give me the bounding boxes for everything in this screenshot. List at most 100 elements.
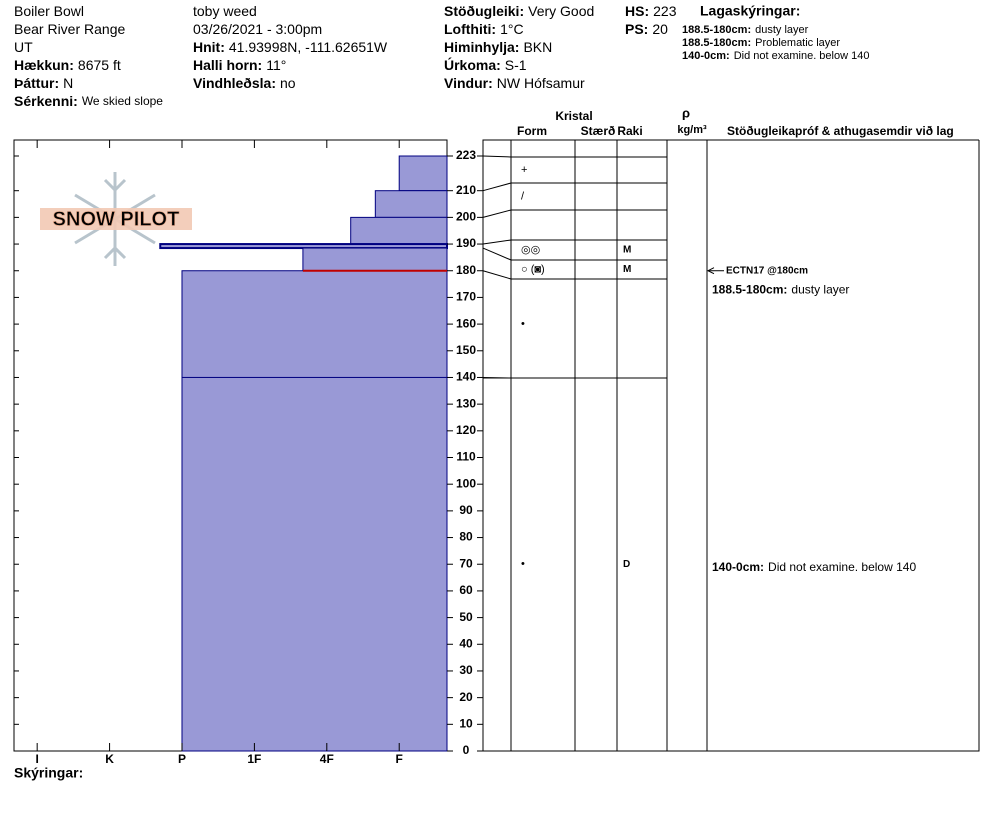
x-tick-label: K (105, 752, 114, 766)
legend-text: dusty layer (755, 24, 809, 36)
legend-entry: 140-0cm: Did not examine. below 140 (682, 50, 869, 62)
form-header: Form (517, 124, 547, 138)
hardness-layer (398, 155, 448, 192)
footer-label: Skýringar: (14, 765, 83, 781)
legend-entry: 188.5-180cm: dusty layer (682, 24, 809, 36)
legend-label: 188.5-180cm: (682, 24, 751, 36)
y-tick-label: 90 (459, 503, 473, 517)
header-field: Úrkoma: S-1 (444, 56, 527, 73)
hardness-layer (159, 243, 448, 250)
y-tick-label: 70 (459, 556, 473, 570)
x-tick-label: 4F (320, 752, 334, 766)
logo-band (40, 208, 192, 230)
header-label: Himinhylja: (444, 39, 519, 55)
y-tick-label: 210 (456, 183, 476, 197)
header-value: no (280, 75, 296, 91)
connector (482, 155, 512, 158)
legend-label: 188.5-180cm: (682, 37, 751, 49)
y-tick-label: 100 (456, 476, 476, 490)
header-field: Hnit: 41.93998N, -111.62651W (193, 39, 388, 55)
hardness-layer (181, 376, 448, 752)
comment-label: 188.5-180cm: (712, 283, 787, 297)
header-value: 1°C (500, 21, 524, 37)
header-field: Þáttur: N (14, 75, 73, 91)
y-tick-label: 190 (456, 236, 476, 250)
crystal-form: + (521, 164, 527, 176)
y-tick-label: 10 (459, 716, 473, 730)
moisture: M (623, 245, 631, 256)
crystal-form: ◎◎ (521, 244, 540, 256)
header-value: S-1 (505, 57, 527, 73)
header-field: Hækkun: 8675 ft (14, 57, 121, 73)
y-tick-label: 50 (459, 610, 473, 624)
header-label: Halli horn: (193, 57, 262, 73)
header-field: UT (14, 39, 33, 55)
test-label: ECTN17 @180cm (726, 265, 808, 276)
y-tick-label: 60 (459, 583, 473, 597)
legend-text: Did not examine. below 140 (734, 50, 870, 62)
header-value: 11° (266, 57, 286, 73)
y-tick-label: 120 (456, 423, 476, 437)
legend-entry: 188.5-180cm: Problematic layer (682, 37, 840, 49)
header-value: 20 (652, 21, 668, 37)
moisture: D (623, 559, 630, 570)
moisture-header: Raki (617, 124, 642, 138)
y-tick-label: 30 (459, 663, 473, 677)
crystal-form: • (521, 558, 525, 570)
header-field: Himinhylja: BKN (444, 39, 552, 55)
header-label: Vindur: (444, 75, 493, 91)
comment-text: Did not examine. below 140 (768, 560, 916, 574)
connector (482, 209, 512, 218)
header-value: 8675 ft (78, 57, 121, 73)
header-label: Stöðugleiki: (444, 3, 524, 19)
header-value: Very Good (528, 3, 594, 19)
moisture: M (623, 264, 631, 275)
x-tick-label: P (178, 752, 186, 766)
crystal-form: • (521, 318, 525, 330)
size-header: Stærð (581, 124, 616, 138)
y-tick-label: 160 (456, 316, 476, 330)
y-tick-label: 180 (456, 263, 476, 277)
header-value: NW Hófsamur (497, 75, 585, 91)
header-field: 03/26/2021 - 3:00pm (193, 21, 322, 37)
test-arrowhead (706, 267, 715, 275)
hardness-layer (350, 216, 448, 245)
header-field: Sérkenni: We skied slope (14, 93, 163, 109)
y-tick-label: 170 (456, 290, 476, 304)
header-value: 223 (653, 3, 677, 19)
header-label: Sérkenni: (14, 93, 78, 109)
x-tick-label: F (396, 752, 403, 766)
x-tick-label: 1F (247, 752, 261, 766)
header-field: Boiler Bowl (14, 3, 84, 19)
header-field: Stöðugleiki: Very Good (444, 3, 594, 19)
comments-header: Stöðugleikapróf & athugasemdir við lag (727, 124, 954, 138)
header-value: N (63, 75, 73, 91)
y-tick-label: 0 (463, 743, 470, 757)
header-text: 03/26/2021 - 3:00pm (193, 21, 322, 37)
y-tick-label: 80 (459, 530, 473, 544)
header-label: HS: (625, 3, 649, 19)
hardness-layer (302, 247, 448, 272)
connector (482, 270, 512, 280)
header-value: 41.93998N, -111.62651W (229, 39, 388, 55)
logo-text: SNOW PILOT (53, 208, 180, 230)
crystal-header: Kristal (555, 109, 592, 123)
header-field: PS: 20 (625, 21, 668, 37)
hardness-layer (374, 190, 448, 218)
density-unit: kg/m³ (677, 124, 707, 136)
y-tick-label: 150 (456, 343, 476, 357)
crystal-form: ○ (◙) (521, 263, 545, 275)
table-frame (482, 139, 980, 752)
legend-label: 140-0cm: (682, 50, 730, 62)
connector (482, 376, 512, 379)
header-label: Úrkoma: (444, 56, 501, 73)
connector (482, 239, 512, 245)
layer-comment: 188.5-180cm: dusty layer (712, 283, 849, 297)
layer-comment: 140-0cm: Did not examine. below 140 (712, 560, 916, 574)
crystal-form: / (521, 190, 525, 202)
header-clip (979, 120, 994, 140)
x-tick-label: I (35, 752, 38, 766)
header-label: PS: (625, 21, 648, 37)
header-field: Halli horn: 11° (193, 57, 286, 73)
